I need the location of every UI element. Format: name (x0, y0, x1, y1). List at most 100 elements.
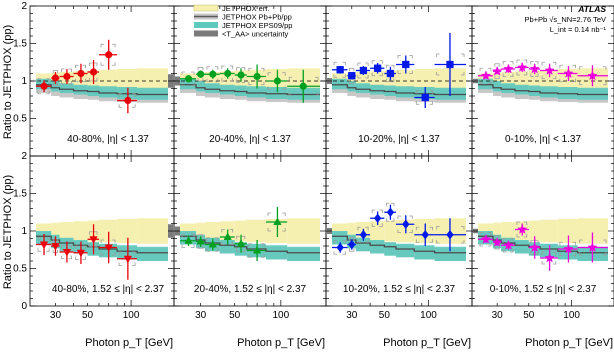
eps09-band (88, 86, 99, 97)
eps09-band (247, 86, 266, 97)
data-point (253, 73, 260, 80)
jetphox-err-band (205, 222, 220, 240)
eps09-band (266, 245, 287, 259)
x-axis-title: Photon p_T [GeV] (525, 337, 613, 349)
eps09-band (384, 242, 396, 256)
x-tick-label: 30 (346, 310, 358, 321)
atlas-energy: Pb+Pb √s_NN=2.76 TeV (524, 15, 606, 24)
atlas-label: ATLAS Pb+Pb √s_NN=2.76 TeV L_int = 0.14 … (524, 4, 606, 34)
eps09-band (396, 244, 414, 258)
legend-swatch (194, 31, 218, 37)
data-point (77, 70, 84, 77)
eps09-band (493, 81, 501, 92)
data-point (197, 71, 204, 78)
data-point (52, 74, 59, 81)
y-tick-label: 1 (21, 226, 27, 237)
x-axis-title: Photon p_T [GeV] (383, 337, 471, 349)
data-point (387, 208, 394, 217)
data-point (402, 61, 409, 68)
jetphox-err-band (501, 222, 515, 240)
eps09-band (356, 83, 370, 93)
y-tick-label: 0.5 (13, 114, 27, 125)
panel: 0-10%, |η| < 1.37 (472, 60, 614, 145)
jetphox-err-band (117, 219, 137, 243)
panel: 10-20%, |η| < 1.37 (326, 33, 472, 145)
eps09-band (205, 83, 220, 93)
data-point (447, 61, 454, 68)
panel: 10-20%, 1.52 ≤ |η| < 2.37 (327, 203, 466, 295)
y-tick-label: 2 (21, 1, 27, 12)
eps09-band (347, 81, 356, 92)
frame-layer (30, 6, 614, 306)
eps09-band (99, 86, 117, 97)
x-tick-label: 100 (563, 310, 580, 321)
x-axis-title: Photon p_T [GeV] (85, 337, 173, 349)
eps09-band (515, 85, 529, 95)
eps09-band (370, 240, 384, 254)
data-point (209, 71, 216, 78)
data-point (422, 94, 429, 101)
x-tick-label: 100 (273, 310, 290, 321)
eps09-band (578, 88, 608, 100)
eps09-band (137, 88, 168, 100)
atlas-lumi: L_int = 0.14 nb⁻¹ (550, 25, 607, 34)
legend-label: <T_AA> uncertainty (222, 30, 289, 39)
eps09-band (529, 86, 540, 97)
data-point (224, 70, 231, 77)
y-tick-label: 1 (21, 76, 27, 87)
legend-swatch (194, 22, 218, 28)
x-axis-labels: 0.5 1 1.5 2 30 50 100 Photon p_T [GeV] 0 0.5 1 1.5 2… (13, 1, 613, 349)
x-tick-label: 50 (379, 310, 391, 321)
eps09-band (137, 247, 168, 261)
eps09-band (196, 81, 205, 92)
eps09-band (396, 86, 414, 97)
data-point (374, 65, 381, 72)
x-tick-label: 100 (420, 310, 437, 321)
panel: 40-80%, 1.52 ≤ |η| < 2.37 (36, 218, 173, 295)
panel: 0-10%, 1.52 ≤ |η| < 2.37 (473, 218, 608, 295)
data-point (387, 70, 394, 77)
panel-label: 10-20%, 1.52 ≤ |η| < 2.37 (343, 284, 456, 295)
data-point (300, 83, 307, 90)
eps09-band (220, 85, 235, 95)
x-tick-label: 50 (82, 310, 94, 321)
panel-label: 40-80%, |η| < 1.37 (67, 134, 149, 145)
data-point (90, 68, 97, 75)
eps09-band (384, 86, 396, 97)
x-tick-label: 30 (492, 310, 504, 321)
y-tick-label: 1.5 (13, 39, 27, 50)
jetphox-err-band (60, 222, 74, 240)
data-point (40, 83, 47, 90)
x-axis-title: Photon p_T [GeV] (237, 337, 325, 349)
y-tick-label: 0 (21, 301, 27, 312)
panel: 40-80%, |η| < 1.37 (30, 40, 174, 145)
panels-layer: 40-80%, |η| < 1.37 20-40%, |η| < 1.37 10-2… (30, 33, 614, 295)
eps09-band (332, 79, 347, 90)
data-point (63, 249, 70, 256)
y-tick-label: 0.5 (13, 264, 27, 275)
panel-label: 10-20%, |η| < 1.37 (358, 134, 440, 145)
eps09-band (74, 85, 88, 95)
eps09-band (501, 83, 515, 93)
data-point (348, 72, 355, 79)
y-tick-label: 2 (21, 151, 27, 162)
jetphox-err-band (137, 218, 168, 244)
data-point (185, 75, 192, 82)
panel-label: 20-40%, |η| < 1.37 (209, 134, 291, 145)
jetphox-err-band (540, 220, 558, 243)
panel-label: 40-80%, 1.52 ≤ |η| < 2.37 (52, 284, 165, 295)
eps09-band (370, 85, 384, 95)
jetphox-err-band (247, 220, 266, 243)
x-tick-label: 50 (523, 310, 535, 321)
jetphox-err-band (558, 219, 578, 243)
x-tick-label: 50 (229, 310, 241, 321)
data-point (360, 67, 367, 74)
atlas-title: ATLAS (577, 4, 606, 14)
panel-label: 0-10%, 1.52 ≤ |η| < 2.37 (490, 284, 597, 295)
data-point (40, 242, 47, 249)
eps09-band (515, 240, 529, 254)
x-tick-label: 30 (50, 310, 62, 321)
y-tick-label: 1.5 (13, 189, 27, 200)
data-point (274, 77, 281, 84)
